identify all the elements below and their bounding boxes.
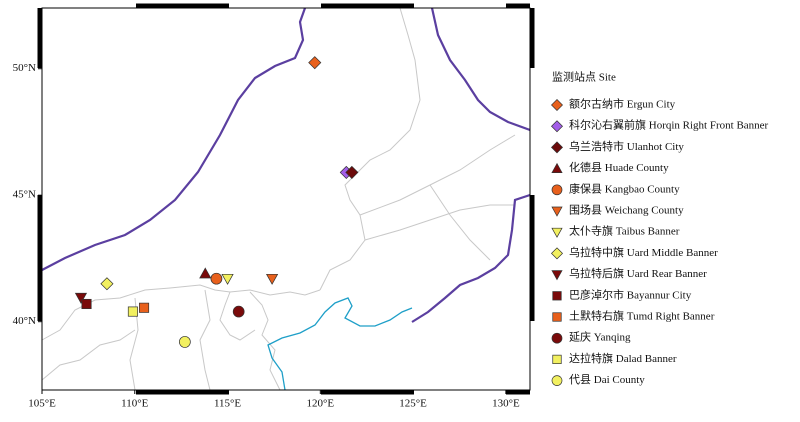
legend-label: 达拉特旗 Dalad Banner	[569, 351, 677, 365]
legend-marker	[551, 141, 563, 154]
legend-label: 巴彦淖尔市 Bayannur City	[569, 287, 692, 301]
legend-marker	[551, 270, 563, 281]
y-tick-label: 40°N	[13, 315, 36, 327]
legend-label: 围场县 Weichang County	[569, 203, 684, 217]
frame-bars	[37, 3, 535, 395]
legend-label: 乌兰浩特市 Ulanhot City	[569, 139, 684, 153]
national-border	[41, 7, 307, 271]
coastline	[267, 297, 413, 391]
legend-title: 监测站点 Site	[552, 70, 616, 84]
station-marker	[232, 305, 245, 318]
legend-marker	[551, 247, 563, 260]
national-border	[430, 7, 531, 132]
station-marker	[345, 165, 359, 179]
station-marker	[74, 292, 88, 304]
legend-marker	[552, 312, 562, 322]
legend-label: 太仆寺旗 Taibus Banner	[569, 224, 680, 238]
station-marker	[199, 267, 212, 279]
station-marker	[265, 273, 279, 285]
station-marker	[81, 298, 92, 310]
x-tick-label: 120°E	[307, 398, 335, 410]
station-marker	[210, 272, 223, 285]
legend-marker	[551, 99, 563, 111]
legend-marker	[552, 354, 562, 364]
station-marker	[127, 306, 138, 317]
legend-marker	[552, 291, 562, 301]
station-marker	[308, 56, 322, 70]
x-tick-label: 115°E	[214, 398, 241, 410]
legend-label: 代县 Dai County	[569, 373, 645, 386]
x-tick-label: 130°E	[492, 398, 520, 410]
legend-label: 化德县 Huade County	[569, 160, 669, 174]
legend-marker	[551, 332, 563, 344]
legend-marker	[551, 184, 563, 196]
national-border	[411, 193, 531, 323]
legend-label: 延庆 Yanqing	[569, 330, 631, 344]
y-tick-label: 45°N	[13, 189, 36, 201]
legend-marker	[551, 227, 563, 238]
x-tick-label: 110°E	[121, 398, 148, 410]
legend-label: 额尔古纳市 Ergun City	[569, 97, 676, 111]
legend-marker	[551, 375, 563, 386]
legend-marker	[551, 120, 563, 133]
station-marker	[139, 302, 150, 313]
legend-marker	[551, 162, 563, 173]
x-tick-label: 105°E	[28, 398, 56, 410]
x-tick-label: 125°E	[399, 398, 427, 410]
legend-marker	[551, 206, 563, 217]
y-tick-label: 50°N	[13, 62, 36, 74]
legend-label: 土默特右旗 Tumd Right Banner	[569, 309, 715, 323]
legend-label: 乌拉特后旗 Uard Rear Banner	[569, 266, 707, 280]
map-frame	[41, 7, 531, 391]
station-marker	[100, 277, 114, 291]
station-marker	[221, 273, 234, 285]
legend-label: 康保县 Kangbao County	[569, 181, 680, 195]
legend-label: 科尔沁右翼前旗 Horqin Right Front Banner	[569, 118, 769, 132]
legend-label: 乌拉特中旗 Uard Middle Banner	[569, 245, 718, 259]
station-marker	[179, 336, 191, 348]
